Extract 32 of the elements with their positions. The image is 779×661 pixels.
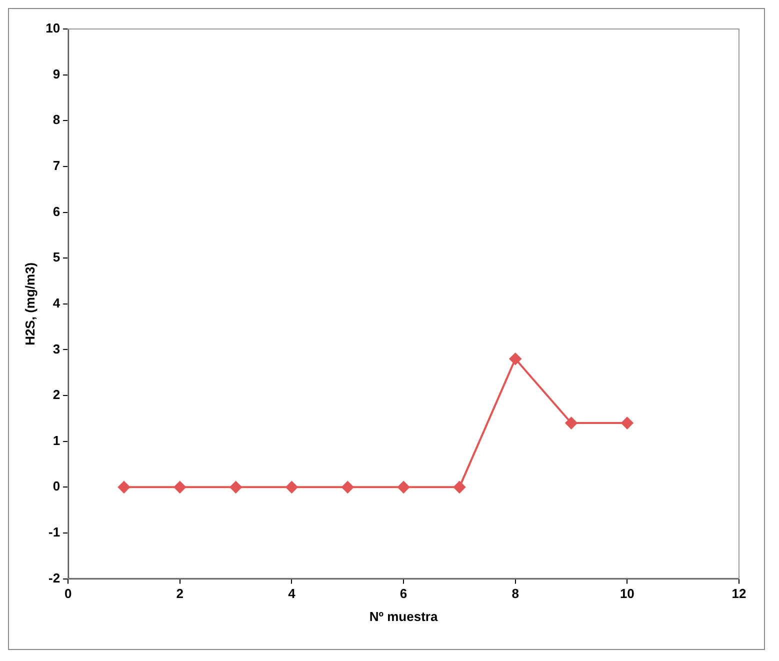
- x-tick-label: 6: [400, 586, 408, 602]
- x-tick-label: 0: [64, 586, 72, 602]
- point: [342, 481, 354, 494]
- y-tick-label: -2: [48, 570, 60, 586]
- point: [565, 417, 578, 430]
- point: [118, 481, 130, 494]
- x-tick-label: 10: [620, 586, 634, 602]
- point: [398, 481, 410, 494]
- x-axis-title: Nº muestra: [369, 608, 438, 624]
- y-tick-label: 6: [52, 204, 60, 219]
- x-tick-label: 4: [288, 586, 296, 602]
- point: [453, 481, 466, 494]
- y-tick-label: 2: [52, 387, 60, 402]
- point: [509, 352, 522, 365]
- point: [230, 481, 242, 494]
- y-tick-label: 8: [52, 112, 60, 128]
- y-tick-label: 3: [52, 341, 60, 356]
- y-tick-label: 0: [52, 478, 60, 494]
- y-axis-title: H2S, (mg/m3): [22, 262, 38, 346]
- y-tick-label: 5: [52, 250, 60, 265]
- point: [286, 481, 298, 494]
- x-tick-label: 8: [512, 586, 519, 602]
- x-tick-label: 12: [732, 586, 746, 602]
- point: [621, 417, 634, 430]
- y-tick-label: -1: [48, 524, 60, 540]
- x-tick-label: 2: [176, 586, 184, 602]
- y-tick-label: 10: [46, 20, 60, 36]
- y-tick-label: 9: [52, 66, 60, 82]
- y-tick-label: 4: [52, 295, 61, 310]
- y-tick-label: 1: [52, 432, 60, 448]
- y-tick-label: 7: [52, 158, 60, 174]
- point: [174, 481, 186, 494]
